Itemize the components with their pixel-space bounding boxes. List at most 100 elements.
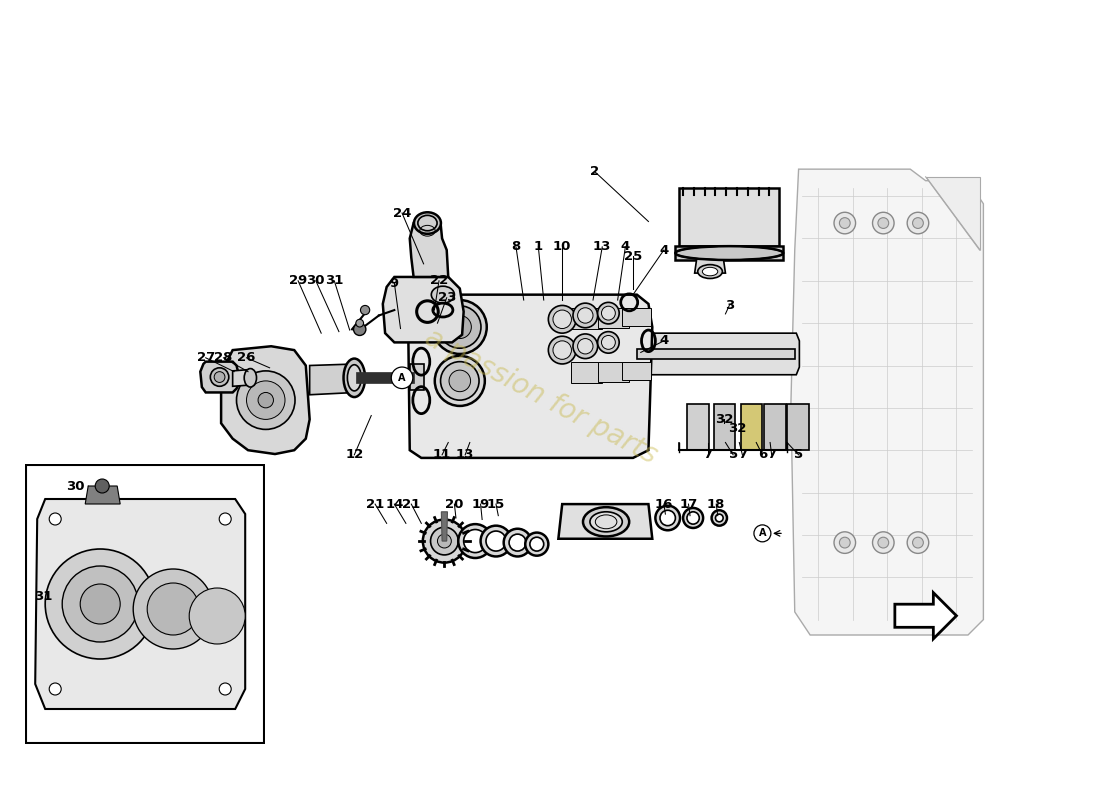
Polygon shape [695,246,726,273]
Polygon shape [200,362,241,393]
Circle shape [353,323,366,335]
Circle shape [189,588,245,644]
Circle shape [878,218,889,229]
Ellipse shape [573,334,597,358]
Polygon shape [637,333,800,374]
Text: 5: 5 [728,448,738,462]
Circle shape [834,532,856,554]
Circle shape [913,538,923,548]
Text: 14: 14 [385,498,404,510]
Text: 7: 7 [767,448,777,462]
Ellipse shape [602,335,615,350]
Polygon shape [441,512,448,541]
Text: 20: 20 [446,498,463,510]
Polygon shape [675,246,783,260]
Text: 5: 5 [794,448,803,462]
Ellipse shape [418,215,437,230]
Polygon shape [788,404,808,450]
Ellipse shape [449,315,472,338]
Ellipse shape [583,507,629,537]
Ellipse shape [578,308,593,323]
Circle shape [486,531,506,551]
Circle shape [908,212,928,234]
Circle shape [872,212,894,234]
Text: 13: 13 [456,448,474,462]
Polygon shape [356,372,414,383]
Polygon shape [559,504,652,538]
Text: 8: 8 [512,241,520,254]
Text: 7: 7 [738,448,747,462]
Circle shape [96,479,109,493]
Circle shape [754,525,771,542]
Circle shape [63,566,139,642]
Text: 26: 26 [238,351,255,364]
Polygon shape [409,223,449,277]
Text: 16: 16 [654,498,673,510]
Circle shape [80,584,120,624]
Ellipse shape [697,265,723,278]
Text: 1: 1 [534,241,543,254]
Polygon shape [383,277,464,342]
Ellipse shape [434,356,485,406]
Polygon shape [598,308,629,328]
Ellipse shape [597,302,619,324]
Text: 17: 17 [680,498,697,510]
Text: 6: 6 [758,448,767,462]
Polygon shape [926,177,980,250]
Text: 25: 25 [624,250,642,262]
Ellipse shape [548,306,576,333]
Ellipse shape [675,246,783,260]
Text: 19: 19 [472,498,490,510]
Circle shape [839,218,850,229]
Polygon shape [621,362,651,380]
Text: 23: 23 [438,291,455,304]
Circle shape [481,526,512,557]
Circle shape [712,510,727,526]
Circle shape [236,371,295,430]
Polygon shape [572,362,603,383]
Circle shape [834,212,856,234]
Circle shape [50,513,62,525]
Text: 10: 10 [553,241,571,254]
Ellipse shape [602,306,615,320]
Text: 4: 4 [620,241,630,254]
Circle shape [210,368,229,386]
Polygon shape [35,499,245,709]
Circle shape [219,683,231,695]
Text: 2: 2 [590,165,600,178]
Ellipse shape [578,338,593,354]
Circle shape [913,218,923,229]
Text: 31: 31 [34,590,53,602]
Circle shape [45,549,155,659]
Text: 29: 29 [289,274,307,287]
Ellipse shape [548,336,576,364]
Text: 24: 24 [393,206,411,219]
Text: 4: 4 [659,243,669,257]
Circle shape [214,372,225,382]
Ellipse shape [440,362,480,400]
Bar [680,188,779,246]
Circle shape [872,532,894,554]
Circle shape [50,683,62,695]
Circle shape [715,514,723,522]
Polygon shape [598,362,629,382]
Text: 28: 28 [214,351,232,364]
Polygon shape [572,308,603,330]
Circle shape [656,506,680,530]
Circle shape [258,393,274,408]
Circle shape [246,381,285,419]
Ellipse shape [590,512,623,532]
Text: 12: 12 [345,448,363,462]
Circle shape [459,524,492,558]
Circle shape [908,532,928,554]
Ellipse shape [439,306,481,348]
Text: 22: 22 [430,274,448,287]
Ellipse shape [348,365,361,391]
Circle shape [530,538,543,551]
Polygon shape [409,364,424,390]
Text: 21: 21 [403,498,420,510]
Text: A: A [398,373,406,383]
Circle shape [361,306,370,314]
Polygon shape [221,346,310,454]
Text: A: A [759,528,767,538]
